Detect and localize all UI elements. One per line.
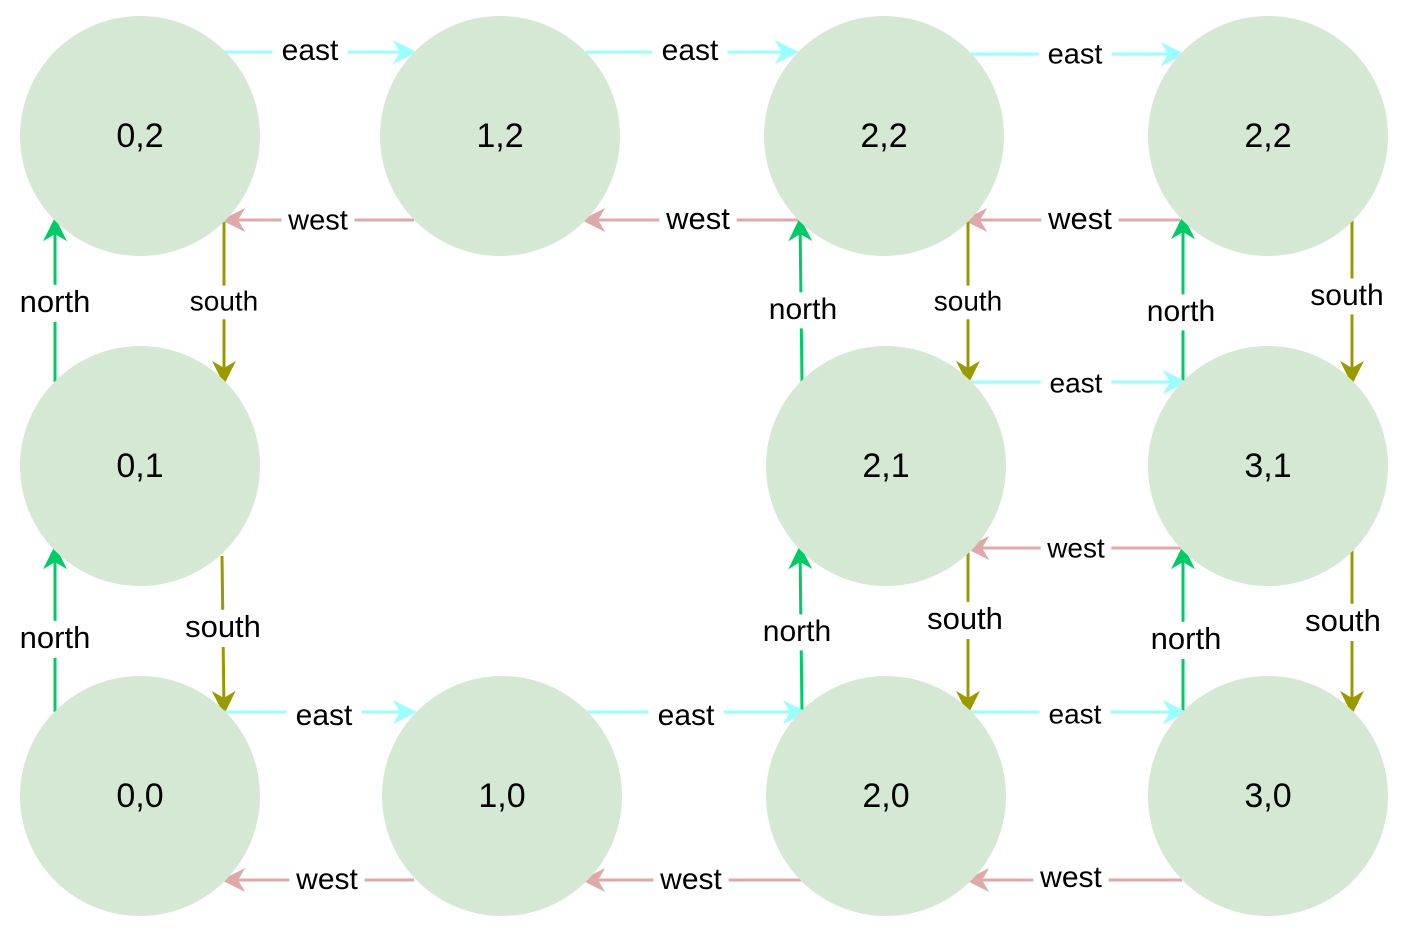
state-node-circle [20,346,260,586]
state-node-n31: 3,1 [1148,346,1388,586]
edge-label-south: south [1310,279,1383,312]
state-node-label: 0,1 [116,447,163,485]
state-node-label: 3,0 [1244,777,1291,815]
state-node-circle [382,676,622,916]
edge-label-background [1040,367,1112,402]
state-node-circle [1148,346,1388,586]
edge-label-east: east [1048,39,1103,71]
state-node-n30: 3,0 [1148,676,1388,916]
state-node-label: 1,2 [476,117,523,155]
edge-label-background [652,33,728,70]
state-node-n10: 1,0 [382,676,622,916]
state-node-n20: 2,0 [766,676,1006,916]
edge-label-background [757,292,849,329]
edge-labels-layer: east east east west west west north south north s… [7,33,1393,899]
edge-label-west: west [1039,861,1102,894]
state-node-circle [380,16,620,256]
state-node-label: 2,2 [860,117,907,155]
state-node-label: 3,1 [1244,447,1291,485]
state-node-n00: 0,0 [20,676,260,916]
state-node-n22a: 2,2 [764,16,1004,256]
nodes-layer: 0,2 1,2 2,2 2,2 0,1 2,1 3,1 0,0 1,0 2,0 3,0 [20,16,1388,916]
state-node-n01: 0,1 [20,346,260,586]
edge-label-background [286,698,362,735]
state-node-circle [764,16,1004,256]
edge-label-background [272,33,348,70]
state-node-circle [1148,676,1388,916]
edge-label-north: north [769,293,837,326]
state-node-circle [766,346,1006,586]
state-node-label: 0,0 [116,777,163,815]
edge-label-background [1301,278,1393,315]
edge-label-background [924,285,1012,320]
state-node-n12: 1,2 [380,16,620,256]
state-node-n02: 0,2 [20,16,260,256]
state-node-label: 1,0 [478,777,525,815]
edge-label-background [1038,38,1112,73]
edge-label-west: west [1046,532,1105,563]
edge-label-north: north [20,284,91,319]
edge-label-background [648,698,724,735]
edge-label-west: west [295,863,358,896]
edge-label-south: south [1305,603,1381,638]
edge-label-east: east [282,34,339,67]
edge-label-north: north [20,620,91,655]
state-node-circle [20,16,260,256]
edge-label-west: west [1047,201,1112,236]
edge-label-background [1135,294,1227,331]
edge-label-east: east [658,699,715,732]
edge-label-background [1039,698,1111,733]
state-node-label: 0,2 [116,117,163,155]
edge-label-north: north [763,615,831,648]
edge-label-background [7,620,103,658]
edge-label-background [289,862,365,899]
edge-label-north: north [1147,295,1215,328]
state-node-n21: 2,1 [766,346,1006,586]
edge-label-background [659,201,737,239]
edge-label-background [1295,603,1391,641]
edge-label-background [7,284,103,322]
edge-label-background [917,601,1013,639]
edge-label-east: east [662,34,719,67]
edge-label-background [1033,860,1109,897]
edge-label-background [180,285,268,320]
edge-label-east: east [296,699,353,732]
state-node-n22b: 2,2 [1148,16,1388,256]
edge-label-north: north [1151,621,1222,656]
edge-label-west: west [659,863,722,896]
edge-label-background [751,614,843,651]
edge-label-south: south [934,285,1003,316]
state-node-label: 2,2 [1244,117,1291,155]
edge-label-background [1041,201,1119,239]
edge-label-west: west [287,205,348,237]
edge-label-background [175,609,271,647]
state-node-circle [1148,16,1388,256]
state-node-label: 2,0 [862,777,909,815]
state-node-label: 2,1 [862,447,909,485]
edge-label-south: south [185,609,261,644]
edge-label-background [1040,532,1112,567]
edge-label-east: east [1049,698,1102,729]
edge-label-background [653,862,729,899]
edge-label-background [281,204,355,239]
edge-label-east: east [1050,367,1103,398]
edge-label-south: south [190,285,259,316]
state-node-circle [766,676,1006,916]
edge-label-west: west [665,201,730,236]
state-node-circle [20,676,260,916]
edge-label-south: south [927,601,1003,636]
edge-label-background [1138,621,1234,659]
